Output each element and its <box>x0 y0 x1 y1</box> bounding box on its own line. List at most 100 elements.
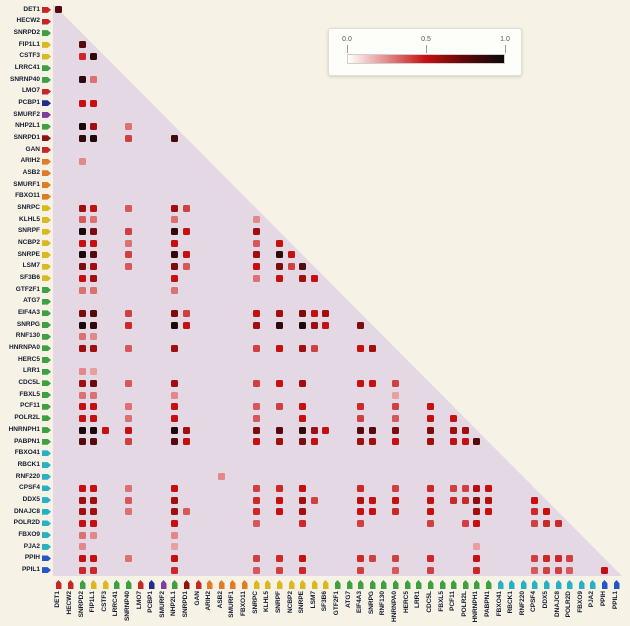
gene-name-text: ARIH2 <box>205 591 213 611</box>
heatmap-cell <box>90 344 98 352</box>
left-gene-label-klhl5: KLHL5 <box>0 215 51 225</box>
heatmap-cell <box>299 426 307 434</box>
heatmap-cell <box>368 508 376 516</box>
bottom-gene-label-fbxo11: FBXO11 <box>239 580 250 626</box>
heatmap-cell <box>252 426 260 434</box>
left-gene-label-ddx5: DDX5 <box>0 495 51 505</box>
gene-arrow-icon <box>218 580 224 589</box>
gene-name-text: SNRPD1 <box>182 591 190 618</box>
bottom-gene-label-snrpd2: SNRPD2 <box>77 580 88 626</box>
bottom-gene-label-gan: GAN <box>193 580 204 626</box>
bottom-gene-label-eif4a3: EIF4A3 <box>355 580 366 626</box>
left-gene-label-snrpc: SNRPC <box>0 203 51 213</box>
heatmap-cell <box>252 508 260 516</box>
heatmap-cell <box>287 263 295 271</box>
gene-name-text: CPSF4 <box>530 591 538 612</box>
gene-arrow-icon <box>602 580 608 589</box>
gene-arrow-icon <box>114 580 120 589</box>
gene-arrow-icon <box>42 76 51 83</box>
heatmap-cell <box>171 251 179 259</box>
heatmap-cell <box>310 344 318 352</box>
heatmap-cell <box>392 391 400 399</box>
gene-arrow-icon <box>462 580 468 589</box>
heatmap-cell <box>531 496 539 504</box>
left-gene-label-dnajc8: DNAJC8 <box>0 507 51 517</box>
gene-name-text: NHP2L1 <box>15 122 40 130</box>
gene-arrow-icon <box>42 567 51 574</box>
left-gene-label-det1: DET1 <box>0 5 51 15</box>
left-gene-label-eif4a3: EIF4A3 <box>0 308 51 318</box>
heatmap-cell <box>357 554 365 562</box>
gene-arrow-icon <box>137 580 143 589</box>
gene-arrow-icon <box>532 580 538 589</box>
heatmap-cell <box>78 53 86 61</box>
gene-arrow-icon <box>42 123 51 130</box>
heatmap-cell <box>275 484 283 492</box>
heatmap-cell <box>252 309 260 317</box>
heatmap-cell <box>368 379 376 387</box>
gene-name-text: LSM7 <box>310 591 318 609</box>
heatmap-cell <box>78 368 86 376</box>
gene-arrow-icon <box>195 580 201 589</box>
gene-arrow-icon <box>125 580 131 589</box>
heatmap-cell <box>299 519 307 527</box>
gene-arrow-icon <box>335 580 341 589</box>
heatmap-cell <box>252 484 260 492</box>
heatmap-cell <box>171 391 179 399</box>
gene-name-text: GAN <box>193 591 201 606</box>
bottom-gene-label-snrpg: SNRPG <box>367 580 378 626</box>
left-gene-label-herc5: HERC5 <box>0 355 51 365</box>
heatmap-cell <box>357 321 365 329</box>
bottom-gene-label-lmo7: LMO7 <box>135 580 146 626</box>
gene-arrow-icon <box>276 580 282 589</box>
heatmap-cell <box>171 426 179 434</box>
gene-name-text: SNRPC <box>17 204 40 212</box>
gene-name-text: CSTF3 <box>101 591 108 612</box>
left-gene-label-lsm7: LSM7 <box>0 262 51 272</box>
heatmap-cell <box>183 263 191 271</box>
heatmap-cell <box>124 403 132 411</box>
heatmap-cell <box>124 344 132 352</box>
heatmap-cell <box>252 321 260 329</box>
heatmap-cell <box>450 414 458 422</box>
gene-arrow-icon <box>288 580 294 589</box>
heatmap-cell <box>357 496 365 504</box>
gene-arrow-icon <box>42 450 51 457</box>
gene-name-text: POLR2D <box>13 519 40 527</box>
gene-name-text: POLR2L <box>460 591 468 617</box>
gene-name-text: FBXO9 <box>577 591 585 613</box>
heatmap-cell <box>426 484 434 492</box>
heatmap-cell <box>357 403 365 411</box>
heatmap-cell <box>252 274 260 282</box>
heatmap-cell <box>473 496 481 504</box>
bottom-gene-label-cstf3: CSTF3 <box>100 580 111 626</box>
heatmap-cell <box>299 414 307 422</box>
heatmap-cell <box>287 251 295 259</box>
left-gene-label-rbck1: RBCK1 <box>0 460 51 470</box>
left-gene-label-ncbp2: NCBP2 <box>0 238 51 248</box>
left-gene-label-hecw2: HECW2 <box>0 17 51 27</box>
heatmap-cell <box>275 379 283 387</box>
heatmap-cell <box>322 426 330 434</box>
heatmap-cell <box>90 438 98 446</box>
left-gene-label-smurf1: SMURF1 <box>0 180 51 190</box>
bottom-gene-label-snrpe: SNRPE <box>297 580 308 626</box>
gene-arrow-icon <box>474 580 480 589</box>
heatmap-cell <box>78 426 86 434</box>
gene-arrow-icon <box>590 580 596 589</box>
heatmap-cell <box>461 496 469 504</box>
gene-name-text: LRR1 <box>414 591 422 608</box>
gene-name-text: RNF130 <box>15 332 40 340</box>
gene-arrow-icon <box>42 275 51 282</box>
heatmap-cell <box>171 321 179 329</box>
heatmap-cell <box>183 508 191 516</box>
heatmap-cell <box>275 263 283 271</box>
heatmap-cell <box>368 438 376 446</box>
gene-name-text: ATG7 <box>344 591 352 608</box>
heatmap-triangle-background <box>53 4 622 576</box>
heatmap-cell <box>171 438 179 446</box>
bottom-gene-label-snrpc: SNRPC <box>251 580 262 626</box>
bottom-gene-label-smurf2: SMURF2 <box>158 580 169 626</box>
heatmap-cell <box>90 321 98 329</box>
heatmap-cell <box>426 508 434 516</box>
